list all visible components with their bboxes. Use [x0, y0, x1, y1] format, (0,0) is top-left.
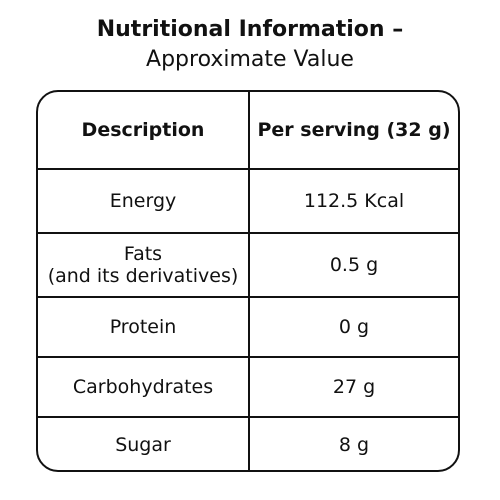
- table-header-row: Description Per serving (32 g): [38, 92, 458, 168]
- row-value: 0.5 g: [248, 234, 458, 296]
- row-description: Fats (and its derivatives): [38, 234, 248, 296]
- table-row: Sugar 8 g: [38, 416, 458, 470]
- row-description-main: Fats: [123, 243, 163, 265]
- header-description: Description: [81, 119, 205, 141]
- page-subtitle: Approximate Value: [146, 47, 354, 72]
- page-title: Nutritional Information –: [96, 17, 404, 42]
- row-value: 0 g: [248, 298, 458, 356]
- table-row: Protein 0 g: [38, 296, 458, 356]
- row-value: 112.5 Kcal: [248, 170, 458, 232]
- row-description: Carbohydrates: [72, 376, 214, 398]
- row-description: Energy: [109, 190, 177, 212]
- row-value: 8 g: [248, 418, 458, 470]
- row-value: 27 g: [248, 358, 458, 416]
- table-row: Fats (and its derivatives) 0.5 g: [38, 232, 458, 296]
- nutrition-table: Description Per serving (32 g) Energy 11…: [36, 90, 460, 472]
- table-row: Carbohydrates 27 g: [38, 356, 458, 416]
- row-description-note: (and its derivatives): [47, 265, 239, 287]
- row-description: Sugar: [115, 434, 171, 456]
- table-row: Energy 112.5 Kcal: [38, 168, 458, 232]
- header-per-serving: Per serving (32 g): [248, 92, 458, 168]
- row-description: Protein: [109, 316, 177, 338]
